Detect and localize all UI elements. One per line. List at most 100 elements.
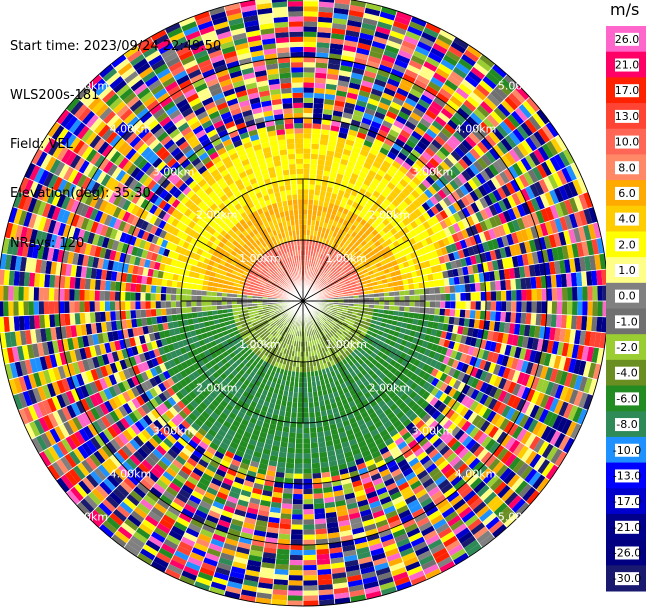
ray-separator: [302, 300, 367, 600]
ray-separator: [136, 44, 304, 302]
ray-separator: [24, 176, 304, 302]
ray-separator: [302, 0, 320, 302]
ray-separator: [98, 300, 304, 528]
ray-separator: [56, 300, 304, 481]
ray-separator: [31, 162, 304, 302]
ring-label: 4.00km: [110, 122, 152, 135]
ray-separator: [302, 268, 607, 302]
ring-label: 1.00km: [325, 252, 367, 265]
ray-separator: [302, 0, 336, 302]
ring-label: 5.00km: [67, 79, 109, 92]
ray-separator: [46, 134, 304, 302]
ray-separator: [76, 300, 304, 506]
colorbar-tick-bg: [615, 495, 639, 509]
ray-separator: [18, 191, 304, 302]
ray-separator: [302, 54, 483, 302]
ray-separator: [302, 300, 413, 586]
colorbar-tick-label: -26.0: [613, 546, 641, 559]
colorbar-tick-bg: [615, 341, 639, 355]
ppi-gates: [0, 0, 608, 606]
ray-separator: [65, 108, 304, 302]
colorbar-tick-label: 0.0: [618, 290, 636, 303]
colorbar-tick-bg: [615, 520, 639, 534]
colorbar-units: m/s: [610, 0, 640, 19]
colorbar-tick-label: -2.0: [616, 341, 637, 354]
ray-separator: [76, 96, 304, 302]
ray-separator: [302, 300, 605, 350]
ray-separator: [302, 300, 470, 558]
ray-separator: [223, 6, 304, 302]
ray-separator: [0, 300, 304, 318]
ray-separator: [0, 268, 304, 302]
ray-separator: [302, 237, 602, 302]
ray-separator: [302, 96, 530, 302]
ray-separator: [302, 108, 541, 302]
ring-label: 1.00km: [239, 338, 281, 351]
ray-separator: [8, 221, 304, 302]
colorbar-tick-label: 13.0: [615, 110, 640, 123]
colorbar-tick-label: -13.0: [613, 469, 641, 482]
colorbar-tick-label: -17.0: [613, 495, 641, 508]
colorbar-tick-bg: [615, 289, 639, 303]
ray-separator: [0, 284, 304, 302]
ray-separator: [136, 300, 304, 558]
colorbar-tick-label: 21.0: [615, 59, 640, 72]
azimuth-spoke: [241, 195, 365, 407]
ray-separator: [178, 300, 304, 580]
ray-separator: [270, 300, 304, 605]
ray-separator: [87, 85, 304, 302]
ray-separator: [302, 300, 608, 318]
metadata-panel: Start time: 2023/09/24 22:49:50 WLS200s-…: [10, 6, 221, 268]
ray-separator: [239, 300, 304, 600]
ray-separator: [302, 300, 383, 596]
colorbar-tick-bg: [615, 32, 639, 46]
ray-separator: [1, 252, 304, 302]
ray-separator: [178, 22, 304, 302]
ring-label: 5.00km: [498, 79, 540, 92]
ray-separator: [302, 300, 560, 468]
ring-label: 3.00km: [153, 424, 195, 437]
ray-separator: [65, 300, 304, 494]
ray-separator: [302, 300, 320, 606]
colorbar-tick-bg: [615, 315, 639, 329]
colorbar-tick-bg: [615, 392, 639, 406]
ray-separator: [286, 0, 304, 302]
ray-separator: [302, 85, 519, 302]
ray-separator: [302, 63, 496, 302]
ray-separator: [208, 300, 304, 592]
ray-separator: [302, 300, 530, 506]
ring-label: 3.00km: [153, 166, 195, 179]
colorbar-tick-bg: [615, 263, 639, 277]
colorbar: 26.0 21.0 17.0 13.0 10.0 8.0 6.0 4.0 2.0 1.0 0.0 -1…: [606, 26, 646, 592]
ray-separator: [193, 300, 304, 586]
ray-separator: [286, 300, 304, 606]
colorbar-tick-label: 6.0: [618, 187, 636, 200]
ray-separator: [302, 284, 608, 302]
ray-separator: [302, 300, 550, 481]
ray-separator: [302, 300, 352, 603]
ray-separator: [24, 300, 304, 426]
ring-label: 2.00km: [196, 209, 238, 222]
ray-separator: [302, 0, 352, 302]
ray-separator: [18, 300, 304, 411]
colorbar-tick-bg: [615, 109, 639, 123]
ray-separator: [302, 74, 508, 302]
ray-separator: [302, 300, 398, 592]
ray-separator: [12, 206, 304, 302]
ray-separator: [110, 300, 304, 539]
ray-separator: [302, 16, 413, 302]
ray-separator: [164, 29, 304, 302]
colorbar-tick-label: 1.0: [618, 264, 636, 277]
colorbar-tick-bg: [615, 572, 639, 586]
ray-separator: [8, 300, 304, 381]
colorbar-tick-label: 2.0: [618, 238, 636, 251]
ray-separator: [302, 300, 519, 517]
colorbar-tick-label: -6.0: [616, 392, 637, 405]
ray-separator: [1, 300, 304, 350]
ray-separator: [302, 252, 605, 302]
ray-separator: [302, 300, 428, 580]
colorbar-tick-bg: [615, 186, 639, 200]
colorbar-tick-label: 8.0: [618, 161, 636, 174]
colorbar-tick-bg: [615, 469, 639, 483]
